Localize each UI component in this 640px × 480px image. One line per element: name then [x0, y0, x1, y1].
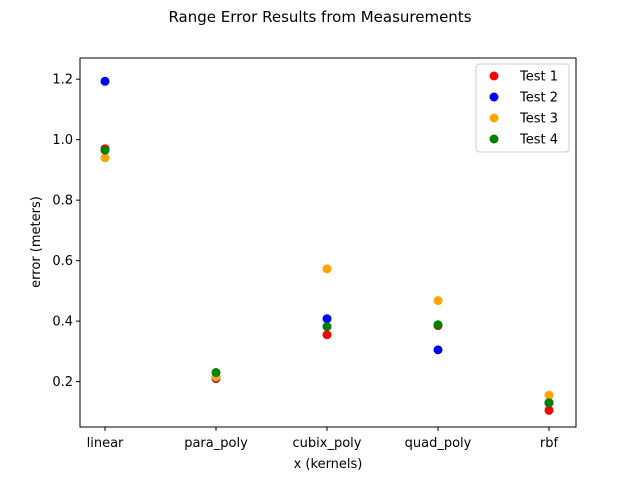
point-test2-cubix_poly — [322, 314, 332, 324]
y-tick-label: 1.2 — [52, 73, 73, 88]
point-test3-cubix_poly — [322, 264, 332, 274]
legend-box — [475, 63, 570, 153]
y-axis-label: error (meters) — [29, 196, 44, 288]
legend-marker-test2 — [489, 92, 499, 102]
legend-label-test1: Test 1 — [519, 70, 558, 85]
x-tick-label-quad_poly: quad_poly — [405, 436, 472, 451]
legend-label-test2: Test 2 — [519, 91, 558, 106]
x-tick-label-cubix_poly: cubix_poly — [293, 436, 362, 451]
point-test3-quad_poly — [433, 296, 443, 306]
point-test1-rbf — [544, 405, 554, 415]
point-test1-cubix_poly — [322, 330, 332, 340]
point-test2-quad_poly — [433, 345, 443, 355]
y-tick-label: 0.4 — [52, 315, 73, 330]
legend-marker-test4 — [489, 134, 499, 144]
chart-title: Range Error Results from Measurements — [168, 8, 471, 26]
plot-frame — [79, 57, 577, 428]
y-tick-label: 0.8 — [52, 194, 73, 209]
legend-label-test3: Test 3 — [519, 112, 558, 127]
y-tick-label: 1.0 — [52, 133, 73, 148]
x-tick-label-para_poly: para_poly — [184, 436, 248, 451]
y-tick-label: 0.6 — [52, 254, 73, 269]
point-test2-linear — [100, 76, 110, 86]
point-test4-para_poly — [211, 368, 221, 378]
y-tick-label: 0.2 — [52, 375, 73, 390]
point-test3-rbf — [544, 390, 554, 400]
x-tick-label-rbf: rbf — [540, 436, 559, 451]
legend-marker-test1 — [489, 71, 499, 81]
point-test4-cubix_poly — [322, 322, 332, 332]
plot-area: 0.2 0.4 0.6 0.8 1.0 1.2 linear para_poly cubix_p… — [52, 57, 577, 451]
point-test4-linear — [100, 145, 110, 155]
point-test3-linear — [100, 153, 110, 163]
legend-marker-test3 — [489, 113, 499, 123]
x-axis-label: x (kernels) — [294, 457, 363, 472]
x-tick-label-linear: linear — [87, 436, 124, 451]
point-test4-quad_poly — [433, 320, 443, 330]
legend-label-test4: Test 4 — [519, 133, 558, 148]
point-test4-rbf — [544, 398, 554, 408]
